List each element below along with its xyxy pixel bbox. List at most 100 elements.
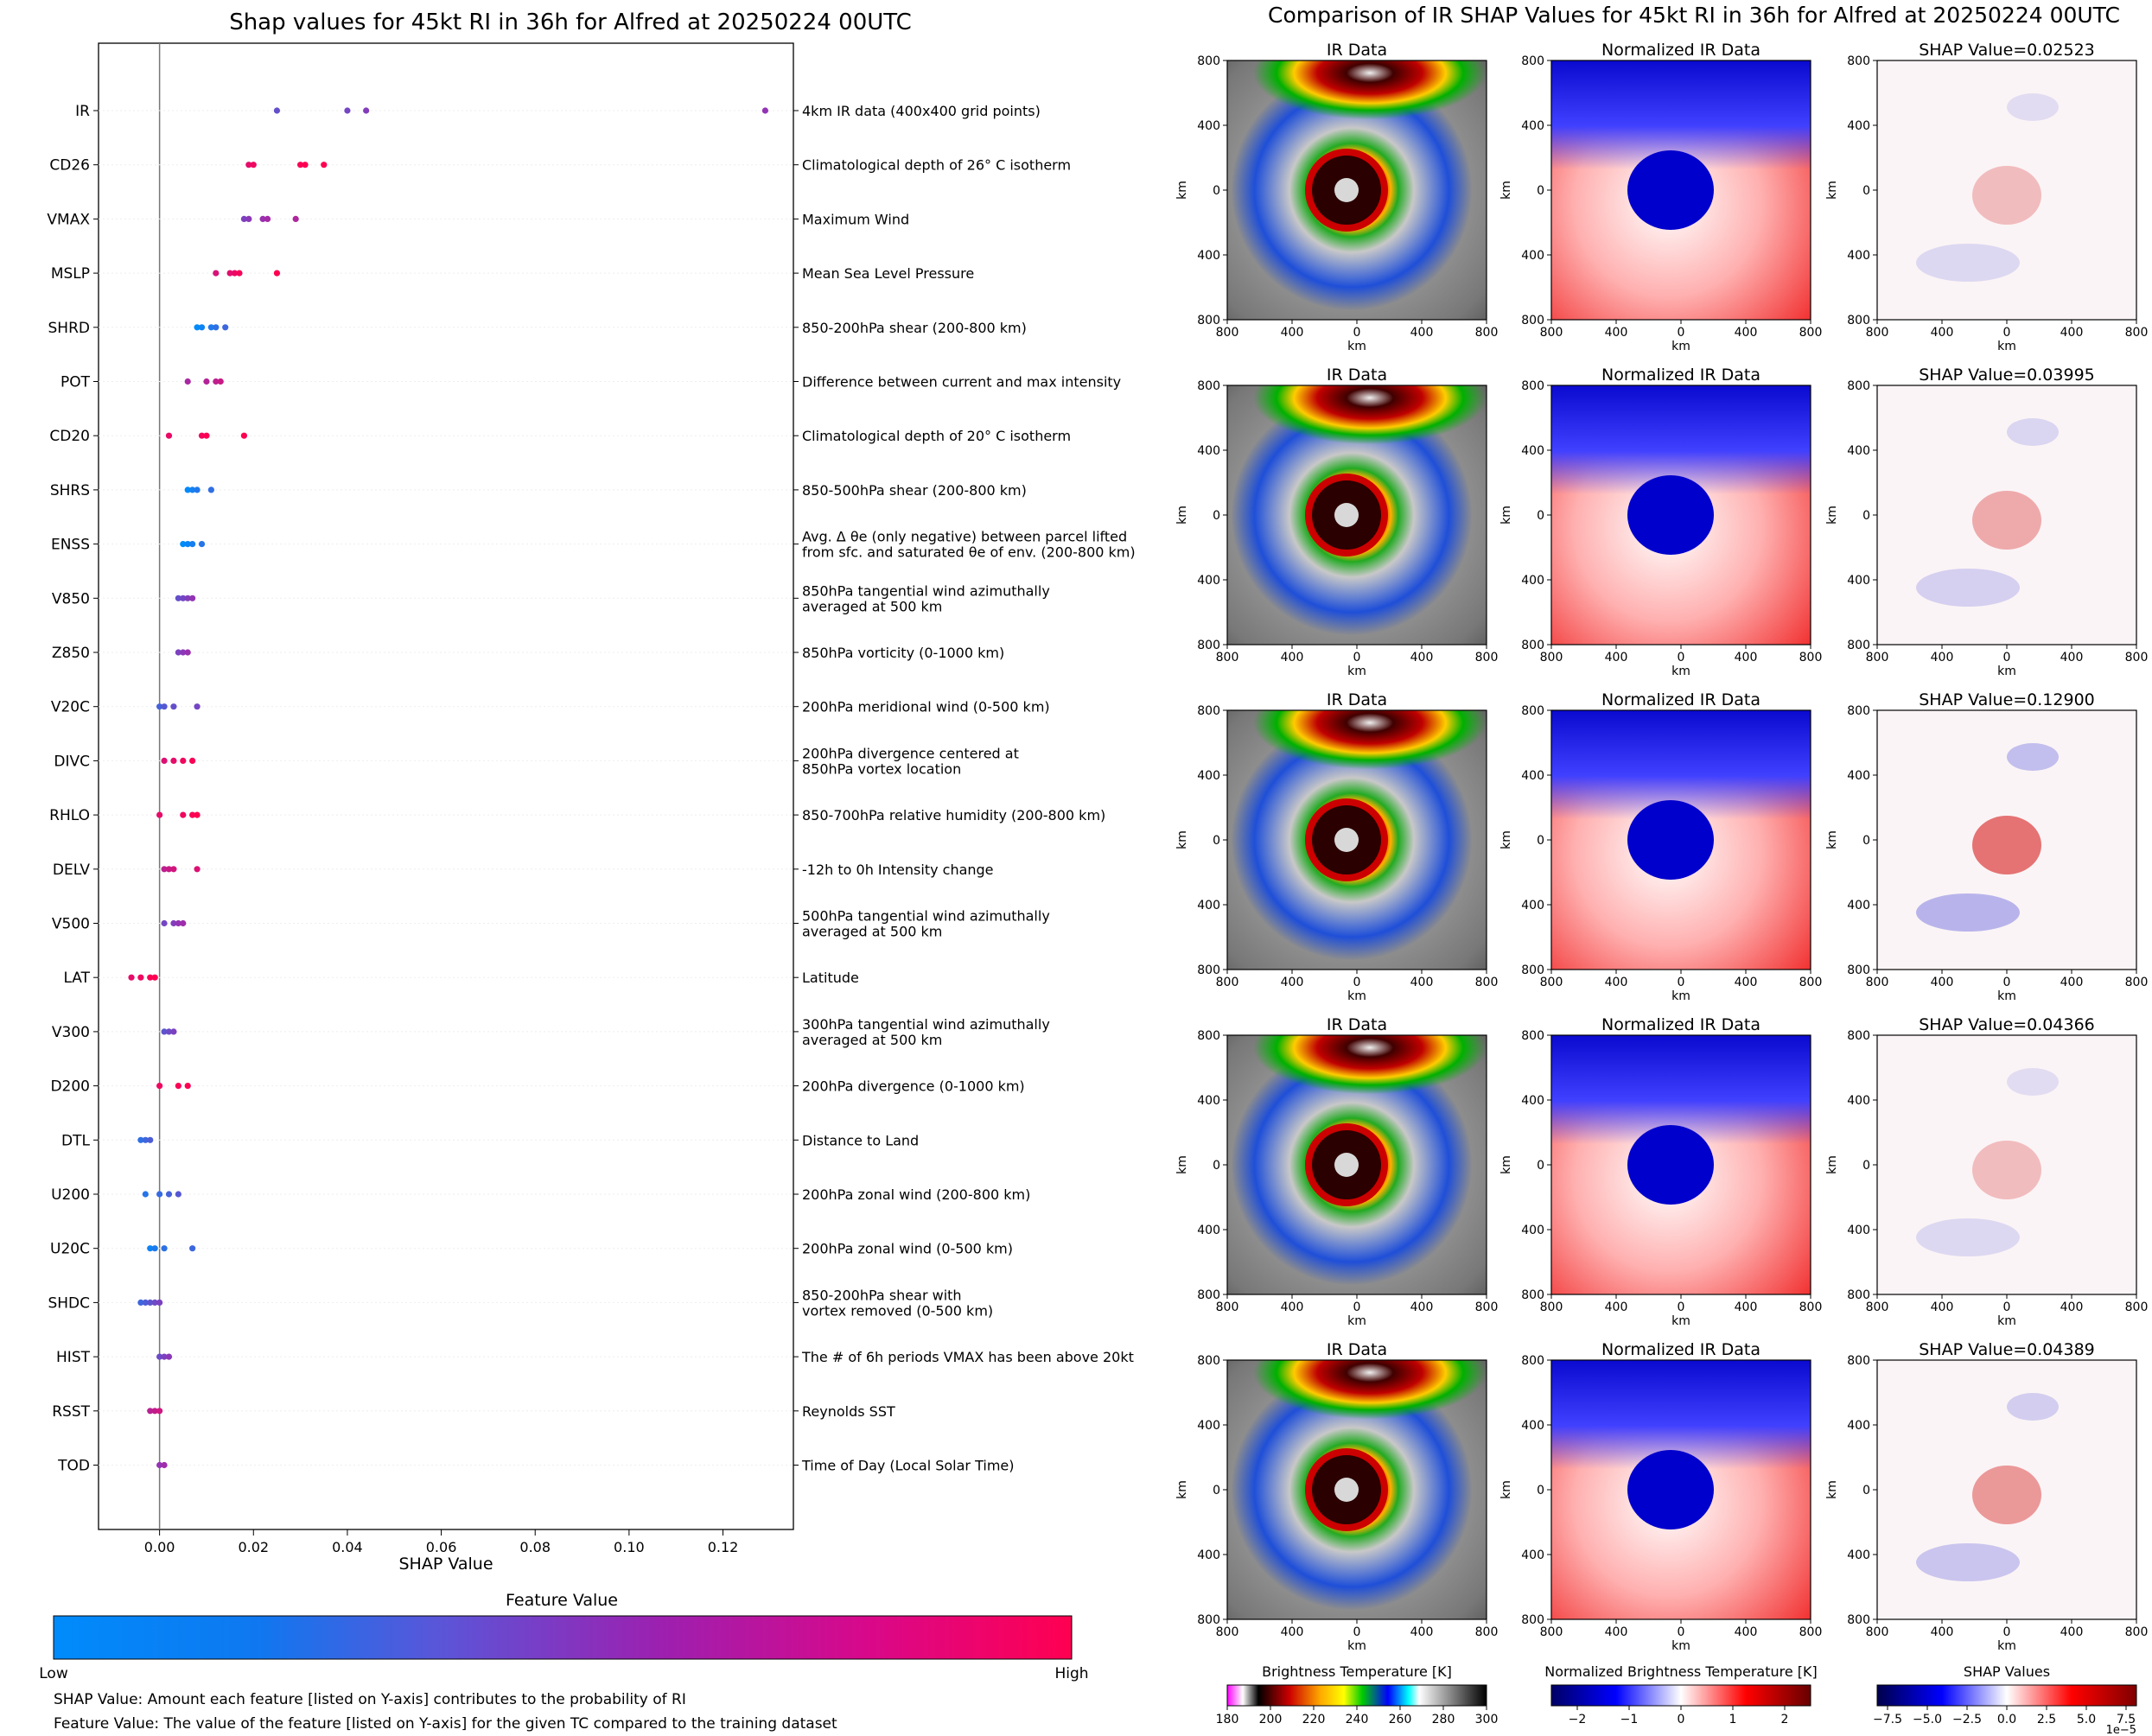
- panel-title: Normalized IR Data: [1601, 690, 1760, 709]
- shap-dot: [147, 1245, 154, 1252]
- panel-x-label: km: [1997, 340, 2016, 353]
- feature-description: 300hPa tangential wind azimuthally: [802, 1016, 1050, 1033]
- panel-y-tick-label: 0: [1537, 509, 1544, 523]
- panel-y-tick-label: 400: [1521, 1419, 1544, 1433]
- panel-x-label: km: [1347, 1639, 1366, 1653]
- shap-dot: [165, 1191, 173, 1198]
- shap-dot: [180, 649, 187, 656]
- shap-dot: [180, 595, 187, 601]
- panel-x-tick-label: 0: [2003, 1625, 2011, 1639]
- panel-x-tick-label: 800: [1475, 1300, 1499, 1314]
- panel-x-tick-label: 800: [1866, 976, 1889, 989]
- shap-dot: [259, 215, 266, 222]
- shap-dots: [128, 107, 769, 1469]
- feature-description: averaged at 500 km: [802, 924, 942, 940]
- colorbar-tick-label: 200: [1259, 1713, 1283, 1726]
- shap-dot: [213, 324, 220, 331]
- shap-image-cool-top: [2007, 1393, 2059, 1421]
- shap-dot: [203, 378, 210, 385]
- panel-x-tick-label: 400: [2060, 976, 2084, 989]
- ir-image-center: [1334, 828, 1359, 852]
- panel-x-tick-label: 800: [1540, 1300, 1563, 1314]
- ir-image-top-cloud: [1227, 60, 1487, 164]
- shap-image: [1877, 60, 2136, 320]
- shap-dot: [292, 215, 299, 222]
- panel-y-tick-label: 0: [1862, 834, 1870, 848]
- plot-area: [98, 42, 794, 1530]
- panel-y-tick-label: 400: [1521, 1094, 1544, 1108]
- panel-y-tick-label: 400: [1847, 574, 1870, 588]
- shap-dot: [213, 270, 220, 277]
- shap-image: [1877, 1035, 2136, 1294]
- shap-image-cool: [1916, 569, 2020, 607]
- ir-image-center: [1334, 1153, 1359, 1177]
- shap-dot: [175, 595, 181, 601]
- colorbar-tick-label: 300: [1475, 1713, 1499, 1726]
- colorbar-tick-label: 220: [1302, 1713, 1326, 1726]
- feature-label: HIST: [56, 1349, 91, 1366]
- panel-y-tick-label: 800: [1521, 54, 1544, 68]
- panel-x-tick-label: 400: [1735, 651, 1758, 665]
- feature-colorbar-title: Feature Value: [506, 1591, 618, 1610]
- panel-y-tick-label: 400: [1197, 1548, 1220, 1562]
- feature-description: 850hPa tangential wind azimuthally: [802, 582, 1050, 599]
- panel-y-tick-label: 0: [1537, 184, 1544, 198]
- shap-dot: [240, 215, 248, 222]
- panel-y-label: km: [1825, 181, 1839, 200]
- panel-y-tick-label: 800: [1847, 639, 1870, 652]
- panel-y-tick-label: 400: [1197, 899, 1220, 913]
- feature-label: CD26: [49, 157, 90, 175]
- norm-image-core: [1627, 1125, 1714, 1205]
- panel-x-tick-label: 400: [1735, 1300, 1758, 1314]
- shap-image-cool-top: [2007, 418, 2059, 446]
- panel-x-tick-label: 800: [1866, 1300, 1889, 1314]
- panel-y-tick-label: 800: [1521, 963, 1544, 977]
- panel-y-tick-label: 800: [1847, 379, 1870, 393]
- panel-x-tick-label: 0: [2003, 976, 2011, 989]
- feature-description: vortex removed (0-500 km): [802, 1302, 993, 1319]
- shap-colorbar-group: SHAP Values −7.5 −5.0 −2.5 0.0 2.5 5.0 7.5 1e−…: [1873, 1663, 2137, 1736]
- panel-title: SHAP Value=0.03995: [1919, 366, 2095, 385]
- shap-dot: [250, 162, 257, 169]
- feature-label: VMAX: [47, 211, 90, 228]
- feature-label: TOD: [57, 1458, 90, 1475]
- feature-label: V500: [52, 916, 90, 933]
- shap-dot: [137, 974, 144, 981]
- panel-y-label: km: [1175, 1155, 1189, 1174]
- panel-y-tick-label: 0: [1213, 509, 1220, 523]
- shap-dot: [175, 649, 181, 656]
- panel-y-tick-label: 0: [1537, 1159, 1544, 1173]
- panel-x-tick-label: 800: [1799, 1625, 1823, 1639]
- shap-dot: [128, 974, 135, 981]
- panel-y-label: km: [1825, 1155, 1839, 1174]
- feature-description: 200hPa zonal wind (200-800 km): [802, 1186, 1030, 1203]
- panel-y-tick-label: 400: [1197, 444, 1220, 458]
- panel-x-tick-label: 800: [1216, 326, 1239, 340]
- panel-y-tick-label: 400: [1197, 574, 1220, 588]
- shap-dot: [165, 1353, 173, 1360]
- shap-image-warm: [1972, 1466, 2041, 1524]
- feature-description: 200hPa zonal wind (0-500 km): [802, 1241, 1013, 1257]
- x-tick-label: 0.02: [238, 1539, 269, 1555]
- panel-y-tick-label: 800: [1197, 1029, 1220, 1043]
- panel-x-tick-label: 400: [2060, 326, 2084, 340]
- panel-y-label: km: [1825, 830, 1839, 849]
- panel-y-tick-label: 0: [1213, 184, 1220, 198]
- feature-description: 850-200hPa shear (200-800 km): [802, 320, 1027, 336]
- shap-dot: [156, 703, 163, 710]
- shap-dot: [161, 866, 168, 873]
- x-tick-label: 0.00: [144, 1539, 175, 1555]
- panel-x-tick-label: 0: [1678, 326, 1685, 340]
- panel-r4-c3: SHAP Value=0.043668008004004000040040080…: [1825, 1015, 2148, 1328]
- feature-description: 850-200hPa shear with: [802, 1287, 962, 1303]
- shap-dot: [189, 757, 196, 765]
- panel-x-tick-label: 400: [1735, 976, 1758, 989]
- colorbar-low-label: Low: [39, 1665, 68, 1682]
- shap-dot: [175, 1191, 181, 1198]
- shap-colorbar-ticks: −7.5 −5.0 −2.5 0.0 2.5 5.0 7.5: [1873, 1706, 2136, 1726]
- panel-y-tick-label: 800: [1847, 1029, 1870, 1043]
- panel-x-tick-label: 0: [1353, 976, 1361, 989]
- feature-label: D200: [50, 1078, 90, 1096]
- shap-dot: [226, 270, 233, 277]
- shap-dot: [321, 162, 328, 169]
